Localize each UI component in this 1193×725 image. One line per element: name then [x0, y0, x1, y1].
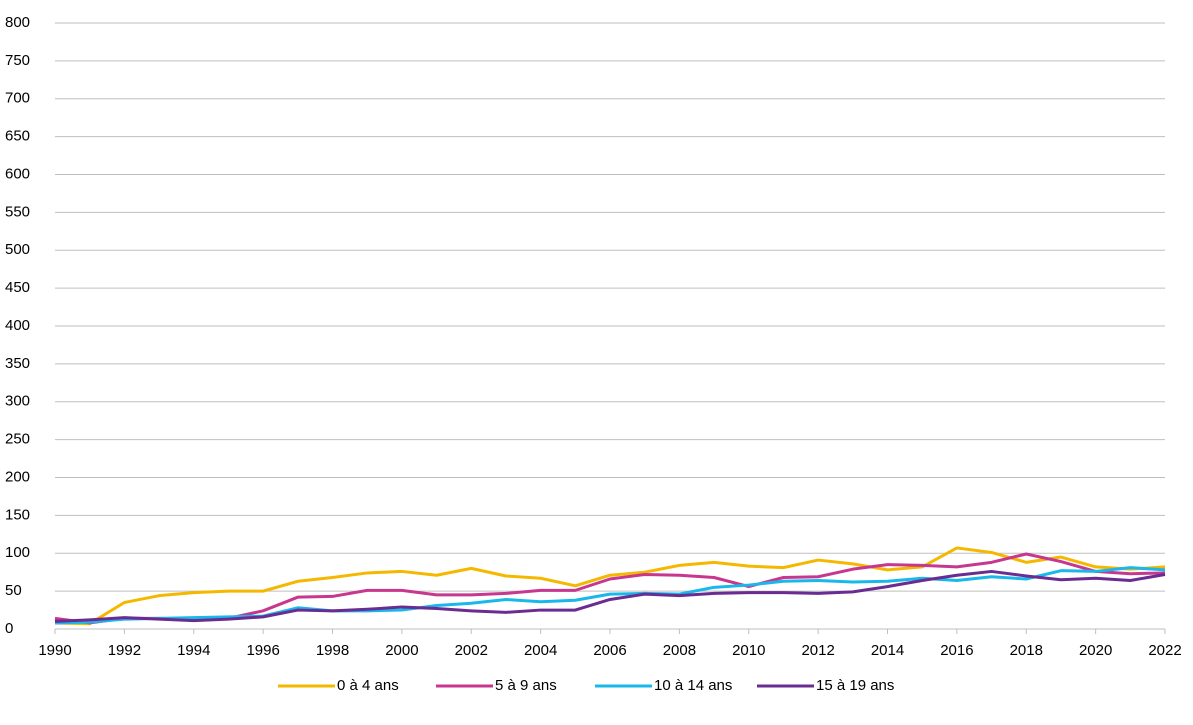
x-tick-label: 2020 [1079, 642, 1112, 659]
x-tick-label: 1990 [38, 642, 71, 659]
y-tick-label: 600 [5, 165, 30, 182]
legend-label: 10 à 14 ans [654, 677, 732, 694]
x-tick-label: 1996 [246, 642, 279, 659]
y-tick-label: 800 [5, 14, 30, 31]
y-tick-label: 650 [5, 128, 30, 145]
y-tick-label: 50 [5, 582, 22, 599]
x-tick-label: 2018 [1010, 642, 1043, 659]
y-tick-label: 250 [5, 431, 30, 448]
x-tick-label: 2016 [940, 642, 973, 659]
series-line [54, 566, 1166, 625]
series-line [54, 552, 1166, 625]
x-tick-label: 2008 [663, 642, 696, 659]
x-tick-label: 2002 [455, 642, 488, 659]
legend-label: 15 à 19 ans [816, 677, 894, 694]
legend-label: 5 à 9 ans [495, 677, 557, 694]
y-tick-label: 400 [5, 317, 30, 334]
y-tick-label: 700 [5, 90, 30, 107]
x-tick-label: 2006 [593, 642, 626, 659]
y-tick-label: 450 [5, 279, 30, 296]
series-line [54, 569, 1166, 623]
x-tick-label: 1998 [316, 642, 349, 659]
y-tick-label: 200 [5, 468, 30, 485]
x-tick-label: 1994 [177, 642, 210, 659]
y-tick-label: 350 [5, 355, 30, 372]
y-tick-label: 150 [5, 506, 30, 523]
y-tick-label: 0 [5, 620, 13, 637]
y-tick-label: 100 [5, 544, 30, 561]
x-tick-label: 1992 [108, 642, 141, 659]
y-tick-label: 750 [5, 52, 30, 69]
y-tick-label: 500 [5, 241, 30, 258]
legend-label: 0 à 4 ans [337, 677, 399, 694]
x-tick-label: 2000 [385, 642, 418, 659]
y-tick-label: 300 [5, 393, 30, 410]
series-line [54, 546, 1166, 626]
x-tick-label: 2010 [732, 642, 765, 659]
x-tick-label: 2022 [1148, 642, 1181, 659]
x-tick-label: 2012 [801, 642, 834, 659]
x-tick-label: 2014 [871, 642, 904, 659]
y-tick-label: 550 [5, 203, 30, 220]
x-tick-label: 2004 [524, 642, 557, 659]
